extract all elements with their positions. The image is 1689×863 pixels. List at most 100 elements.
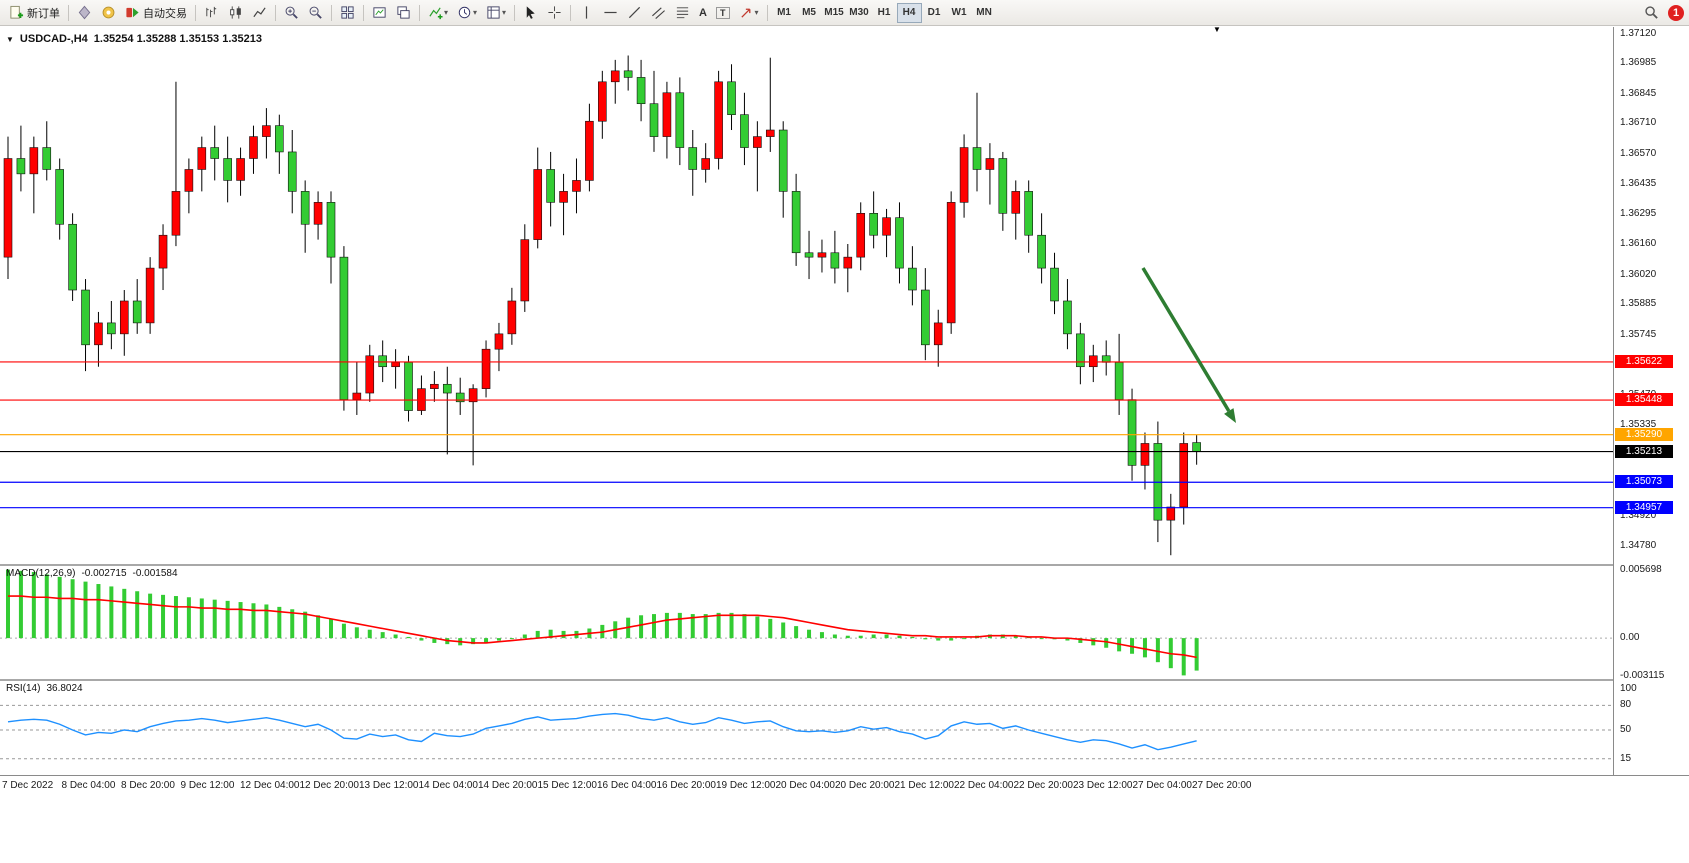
- time-axis-label: 13 Dec 12:00: [359, 780, 419, 791]
- arrows-dropdown-arrow[interactable]: ▾: [754, 8, 759, 17]
- autotrading-icon: [126, 7, 139, 18]
- collapse-triangle-icon[interactable]: ▼: [6, 34, 14, 44]
- price-axis[interactable]: 1.37120 1.36985 1.36845 1.36710 1.36570 1.364…: [1613, 27, 1689, 775]
- price-line-flag: 1.35290: [1615, 427, 1673, 441]
- candles-layer: [3, 55, 1201, 556]
- time-axis-label: 23 Dec 12:00: [1073, 780, 1133, 791]
- autotrading-button[interactable]: 自动交易: [121, 2, 191, 23]
- zoom-out-icon: [309, 6, 322, 19]
- chart-shift-marker[interactable]: ▼: [1213, 25, 1221, 34]
- rsi-axis-label: 100: [1620, 683, 1637, 694]
- new-chart-button[interactable]: [368, 2, 391, 23]
- metaeditor-button[interactable]: [73, 2, 96, 23]
- price-axis-label: 1.36985: [1620, 57, 1657, 69]
- crosshair-button[interactable]: [543, 2, 566, 23]
- community-button[interactable]: [97, 2, 120, 23]
- text-tool-button[interactable]: A: [695, 2, 711, 23]
- toolbar: 新订单 自动交易: [0, 0, 1689, 26]
- candlestick-chart-icon: [230, 6, 241, 19]
- toolbar-separator: [363, 4, 364, 21]
- timeframe-button-m30[interactable]: M30: [847, 3, 872, 23]
- rsi-panel[interactable]: [0, 681, 1613, 775]
- price-axis-label: 1.36710: [1620, 117, 1657, 129]
- trendline-tool-button[interactable]: [623, 2, 646, 23]
- macd-panel[interactable]: [0, 566, 1613, 679]
- bar-chart-button[interactable]: [200, 2, 223, 23]
- price-line-flag: 1.35213: [1615, 444, 1673, 458]
- crosshair-icon: [548, 6, 561, 19]
- timeframe-button-m5[interactable]: M5: [797, 3, 822, 23]
- templates-dropdown-arrow[interactable]: ▾: [502, 8, 507, 17]
- price-line-flag: 1.35448: [1615, 393, 1673, 407]
- equidistant-channel-icon: [652, 7, 666, 20]
- horizontal-line-tool-button[interactable]: [599, 2, 622, 23]
- rsi-axis-label: 80: [1620, 699, 1632, 711]
- rsi-name: RSI(14): [6, 683, 41, 694]
- macd-name: MACD(12,26,9): [6, 568, 76, 579]
- text-label-tool-button[interactable]: T: [712, 2, 734, 23]
- timeframe-button-mn[interactable]: MN: [972, 3, 997, 23]
- macd-value-signal: -0.001584: [132, 568, 178, 579]
- timeframe-button-m15[interactable]: M15: [822, 3, 847, 23]
- new-order-icon: [10, 5, 24, 19]
- vertical-line-tool-button[interactable]: [575, 2, 598, 23]
- toolbar-separator: [331, 4, 332, 21]
- periods-dropdown-arrow[interactable]: ▾: [473, 8, 478, 17]
- chart-profiles-icon: [397, 6, 410, 19]
- time-axis-label: 12 Dec 20:00: [299, 780, 360, 791]
- zoom-in-icon: [285, 6, 298, 19]
- toolbar-separator: [195, 4, 196, 21]
- bottom-empty-area: [0, 798, 1689, 863]
- time-axis-label: 12 Dec 04:00: [240, 780, 300, 791]
- price-axis-label: 1.37120: [1620, 27, 1657, 39]
- panel-splitter[interactable]: [0, 564, 1689, 566]
- toolbar-separator: [68, 4, 69, 21]
- price-axis-label: 1.36435: [1620, 177, 1657, 189]
- cursor-button[interactable]: [519, 2, 542, 23]
- time-axis-label: 19 Dec 12:00: [716, 780, 776, 791]
- periods-button[interactable]: ▾: [453, 2, 481, 23]
- candlestick-chart[interactable]: [0, 27, 1613, 564]
- chart-header: ▼ USDCAD-,H4 1.35254 1.35288 1.35153 1.3…: [6, 33, 262, 45]
- candlestick-chart-button[interactable]: [224, 2, 247, 23]
- notification-badge[interactable]: 1: [1668, 4, 1684, 21]
- panel-splitter[interactable]: [0, 679, 1689, 681]
- rsi-axis-label: 50: [1620, 724, 1632, 735]
- indicators-button[interactable]: ▾: [424, 2, 452, 23]
- toolbar-separator: [766, 4, 768, 21]
- templates-icon: [487, 6, 500, 19]
- horizontal-line-icon: [604, 11, 617, 14]
- chart-profiles-button[interactable]: [392, 2, 415, 23]
- main-chart-panel[interactable]: [0, 27, 1613, 564]
- timeframe-button-w1[interactable]: W1: [947, 3, 972, 23]
- time-axis-label: 15 Dec 12:00: [537, 780, 598, 791]
- search-button[interactable]: [1640, 2, 1663, 23]
- indicators-dropdown-arrow[interactable]: ▾: [444, 8, 449, 17]
- timeframe-button-m1[interactable]: M1: [772, 3, 797, 23]
- tile-windows-button[interactable]: [336, 2, 359, 23]
- rsi-chart[interactable]: [0, 681, 1613, 775]
- line-chart-button[interactable]: [248, 2, 271, 23]
- time-axis-label: 8 Dec 20:00: [121, 780, 175, 791]
- text-tool-icon: A: [699, 6, 707, 19]
- time-axis-label: 16 Dec 04:00: [597, 780, 657, 791]
- arrows-tool-button[interactable]: ▾: [735, 2, 763, 23]
- timeframe-button-h1[interactable]: H1: [872, 3, 897, 23]
- channel-tool-button[interactable]: [647, 2, 670, 23]
- timeframe-button-d1[interactable]: D1: [922, 3, 947, 23]
- time-axis-label: 21 Dec 12:00: [894, 780, 955, 791]
- zoom-out-button[interactable]: [304, 2, 327, 23]
- macd-chart[interactable]: [0, 566, 1613, 679]
- price-line-flag: 1.35622: [1615, 354, 1673, 368]
- time-axis[interactable]: 7 Dec 2022 8 Dec 04:00 8 Dec 20:00 9 Dec 12…: [0, 775, 1689, 797]
- zoom-in-button[interactable]: [280, 2, 303, 23]
- fibonacci-retracement-icon: [676, 7, 689, 19]
- fibonacci-tool-button[interactable]: [671, 2, 694, 23]
- trend-arrow-head: [1224, 408, 1236, 423]
- indicators-icon: [429, 7, 443, 20]
- new-order-button[interactable]: 新订单: [5, 2, 64, 23]
- timeframe-button-h4[interactable]: H4: [896, 2, 922, 23]
- price-line-flag: 1.34957: [1615, 500, 1673, 514]
- templates-button[interactable]: ▾: [482, 2, 510, 23]
- macd-label: MACD(12,26,9) -0.002715 -0.001584: [6, 568, 178, 579]
